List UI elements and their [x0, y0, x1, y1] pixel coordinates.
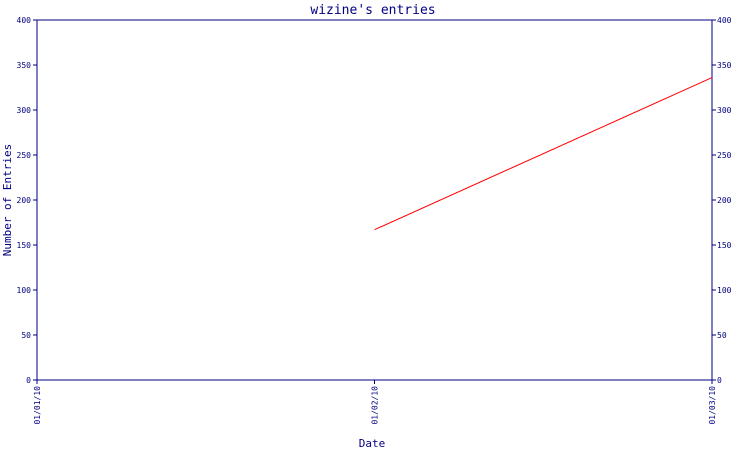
y-tick-label: 150: [17, 241, 32, 250]
y-axis-left: 0 50 100 150 200 250 300 350 400: [17, 16, 37, 385]
y-axis-right: 0 50 100 150 200 250 300 350 400: [712, 16, 732, 385]
y-tick-label: 50: [21, 331, 31, 340]
y-tick-label-right: 0: [717, 376, 722, 385]
x-tick-label: 01/03/10: [708, 386, 717, 425]
chart-title: wizine's entries: [310, 3, 435, 18]
x-axis: 01/01/10 01/02/10 01/03/10: [33, 380, 717, 425]
y-tick-label-right: 150: [717, 241, 732, 250]
y-tick-label-right: 50: [717, 331, 727, 340]
y-tick-label: 400: [17, 16, 32, 25]
y-tick-label: 250: [17, 151, 32, 160]
y-tick-label: 200: [17, 196, 32, 205]
y-tick-label: 300: [17, 106, 32, 115]
x-tick-label: 01/01/10: [33, 386, 42, 425]
y-tick-label: 100: [17, 286, 32, 295]
y-tick-label-right: 250: [717, 151, 732, 160]
y-tick-label-right: 200: [717, 196, 732, 205]
y-tick-label: 0: [26, 376, 31, 385]
y-tick-label-right: 350: [717, 61, 732, 70]
series-line: [374, 77, 713, 231]
x-tick-label: 01/02/10: [371, 386, 380, 425]
series-layer: [374, 77, 713, 231]
y-tick-label-right: 300: [717, 106, 732, 115]
y-tick-label: 350: [17, 61, 32, 70]
y-tick-label-right: 100: [717, 286, 732, 295]
plot-area: [36, 19, 713, 381]
y-axis-label: Number of Entries: [1, 144, 14, 257]
y-tick-label-right: 400: [717, 16, 732, 25]
x-axis-label: Date: [359, 437, 386, 450]
